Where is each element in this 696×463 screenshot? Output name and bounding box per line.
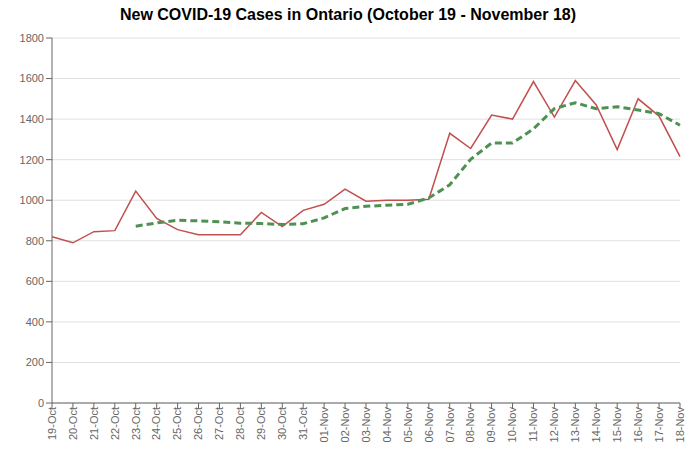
svg-text:03-Nov: 03-Nov [360,407,372,443]
svg-text:20-Oct: 20-Oct [67,407,79,440]
svg-text:21-Oct: 21-Oct [88,407,100,440]
svg-text:08-Nov: 08-Nov [464,407,476,443]
svg-text:27-Oct: 27-Oct [213,407,225,440]
svg-text:25-Oct: 25-Oct [171,407,183,440]
svg-text:09-Nov: 09-Nov [485,407,497,443]
svg-text:24-Oct: 24-Oct [150,407,162,440]
svg-text:06-Nov: 06-Nov [423,407,435,443]
svg-text:07-Nov: 07-Nov [444,407,456,443]
svg-text:1000: 1000 [20,194,44,206]
svg-text:1400: 1400 [20,113,44,125]
svg-text:800: 800 [26,235,44,247]
svg-text:12-Nov: 12-Nov [548,407,560,443]
svg-text:05-Nov: 05-Nov [402,407,414,443]
svg-text:11-Nov: 11-Nov [527,407,539,442]
svg-text:22-Oct: 22-Oct [109,407,121,440]
svg-text:02-Nov: 02-Nov [339,407,351,443]
svg-text:04-Nov: 04-Nov [381,407,393,443]
svg-text:31-Oct: 31-Oct [297,407,309,440]
svg-text:1800: 1800 [20,32,44,44]
svg-text:18-Nov: 18-Nov [674,407,686,443]
svg-text:19-Oct: 19-Oct [46,407,58,440]
svg-text:200: 200 [26,356,44,368]
svg-text:1600: 1600 [20,72,44,84]
svg-text:15-Nov: 15-Nov [611,407,623,443]
svg-text:23-Oct: 23-Oct [130,407,142,440]
svg-text:30-Oct: 30-Oct [276,407,288,440]
svg-text:400: 400 [26,316,44,328]
svg-text:600: 600 [26,275,44,287]
svg-text:0: 0 [38,397,44,409]
svg-text:29-Oct: 29-Oct [255,407,267,440]
svg-text:10-Nov: 10-Nov [506,407,518,443]
svg-text:1200: 1200 [20,154,44,166]
svg-text:14-Nov: 14-Nov [590,407,602,443]
svg-text:16-Nov: 16-Nov [632,407,644,443]
svg-text:28-Oct: 28-Oct [234,407,246,440]
html-text:New COVID-19 Cases in Ontario: New COVID-19 Cases in Ontario (October 1… [119,6,577,23]
svg-text:17-Nov: 17-Nov [653,407,665,443]
svg-text:01-Nov: 01-Nov [318,407,330,443]
svg-text:13-Nov: 13-Nov [569,407,581,443]
svg-text:26-Oct: 26-Oct [192,407,204,440]
